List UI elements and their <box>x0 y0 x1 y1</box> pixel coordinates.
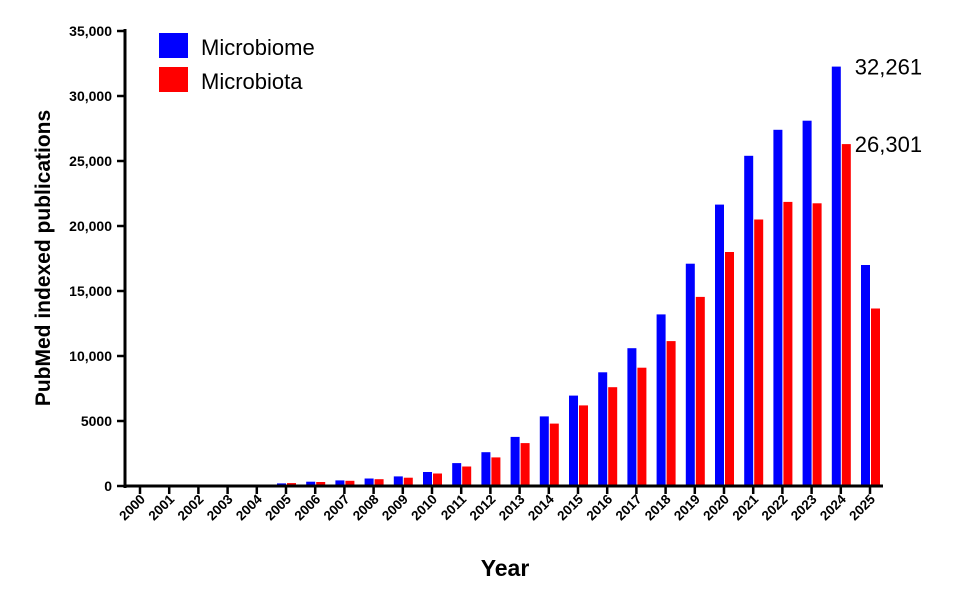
x-tick-label: 2014 <box>525 491 557 523</box>
y-tick-label: 0 <box>104 478 112 494</box>
bar-microbiota-2006 <box>316 482 326 486</box>
bar-microbiota-2022 <box>783 201 793 486</box>
bar-microbiota-2016 <box>608 387 618 486</box>
y-ticks: 0 5000 10,000 15,000 20,000 25,000 30,000 35,00… <box>69 23 125 494</box>
bar-microbiota-2020 <box>725 252 734 486</box>
x-tick-label: 2000 <box>116 492 148 524</box>
y-tick-label: 35,000 <box>69 23 112 39</box>
x-tick-label: 2021 <box>729 491 761 523</box>
bar-microbiome-2018 <box>656 314 666 486</box>
bar-microbiome-2019 <box>685 263 695 486</box>
y-tick-label: 10,000 <box>69 348 112 364</box>
legend-swatch-microbiota <box>159 67 188 92</box>
bar-microbiota-2019 <box>695 296 705 486</box>
x-tick-label: 2011 <box>438 491 470 523</box>
legend: Microbiome Microbiota <box>159 33 315 94</box>
bar-microbiome-2021 <box>744 155 754 487</box>
bar-microbiome-2016 <box>598 372 608 487</box>
x-tick-label: 2007 <box>321 492 353 524</box>
annotation-microbiome-2024: 32,261 <box>855 55 922 80</box>
x-tick-label: 2022 <box>759 492 791 524</box>
x-tick-label: 2017 <box>613 492 645 524</box>
x-tick-label: 2018 <box>642 491 674 523</box>
x-tick-label: 2024 <box>817 491 849 523</box>
x-ticks: 2000200120022003200420052006200720082009… <box>116 486 878 523</box>
legend-swatch-microbiome <box>159 33 188 58</box>
bar-microbiome-2025 <box>861 265 870 486</box>
bar-microbiota-2014 <box>549 423 559 486</box>
bar-microbiota-2017 <box>637 367 647 486</box>
x-tick-label: 2013 <box>496 491 528 523</box>
y-axis-title: PubMed indexed publications <box>32 110 55 406</box>
bar-microbiome-2014 <box>539 416 549 486</box>
bar-microbiome-2013 <box>510 436 520 486</box>
x-tick-label: 2006 <box>291 491 323 523</box>
y-tick-label: 25,000 <box>69 153 112 169</box>
bar-microbiota-2018 <box>666 341 676 486</box>
bar-microbiome-2017 <box>627 348 637 486</box>
bar-microbiota-2015 <box>579 405 588 486</box>
bar-microbiome-2012 <box>481 452 491 486</box>
bars-layer <box>131 66 880 487</box>
bar-microbiota-2011 <box>462 466 472 486</box>
x-tick-label: 2009 <box>379 492 411 524</box>
bar-microbiota-2013 <box>520 443 530 486</box>
y-tick-label: 5000 <box>81 413 112 429</box>
y-tick-label: 15,000 <box>69 283 112 299</box>
x-axis-title: Year <box>481 555 530 581</box>
bar-microbiome-2011 <box>452 463 462 486</box>
bar-microbiota-2008 <box>374 479 384 486</box>
x-tick-label: 2010 <box>408 492 440 524</box>
y-tick-label: 20,000 <box>69 218 112 234</box>
x-tick-label: 2001 <box>145 491 177 523</box>
x-tick-label: 2005 <box>262 491 294 523</box>
x-tick-label: 2020 <box>700 492 732 524</box>
bar-microbiome-2020 <box>715 204 724 486</box>
bar-microbiome-2022 <box>773 129 783 487</box>
bar-microbiome-2023 <box>802 120 812 486</box>
annotation-microbiota-2024: 26,301 <box>855 132 922 157</box>
x-tick-label: 2002 <box>175 492 207 524</box>
bar-microbiome-2008 <box>364 478 374 486</box>
bar-microbiome-2015 <box>569 395 578 486</box>
bar-microbiota-2009 <box>403 477 413 486</box>
x-tick-label: 2025 <box>846 491 878 523</box>
x-tick-label: 2016 <box>583 491 615 523</box>
bar-microbiota-2021 <box>754 219 764 486</box>
x-tick-label: 2008 <box>350 491 382 523</box>
x-tick-label: 2023 <box>788 491 820 523</box>
bar-microbiome-2009 <box>393 476 403 486</box>
x-tick-label: 2015 <box>554 491 586 523</box>
bar-microbiota-2012 <box>491 457 501 486</box>
bar-microbiome-2010 <box>423 472 432 486</box>
bar-microbiota-2025 <box>871 308 880 486</box>
bar-microbiome-2006 <box>306 481 316 486</box>
axes <box>123 29 883 488</box>
legend-label-microbiome: Microbiome <box>201 35 315 60</box>
x-tick-label: 2019 <box>671 492 703 524</box>
legend-label-microbiota: Microbiota <box>201 69 303 94</box>
x-tick-label: 2004 <box>233 491 265 523</box>
bar-microbiota-2010 <box>433 473 442 486</box>
y-tick-label: 30,000 <box>69 88 112 104</box>
bar-microbiota-2007 <box>345 480 355 486</box>
x-tick-label: 2003 <box>204 491 236 523</box>
bar-microbiome-2024 <box>831 66 841 486</box>
bar-microbiome-2007 <box>335 480 345 486</box>
bar-microbiota-2024 <box>841 144 851 486</box>
bar-microbiota-2023 <box>812 203 822 487</box>
x-tick-label: 2012 <box>467 492 499 524</box>
